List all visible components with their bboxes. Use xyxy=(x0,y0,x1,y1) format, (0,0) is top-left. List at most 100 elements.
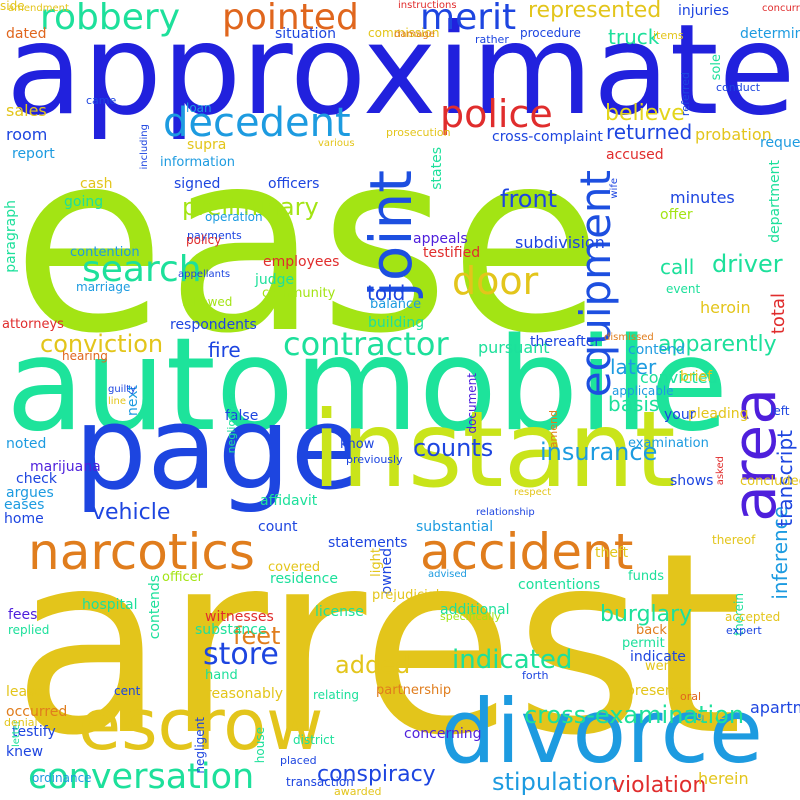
word-states: states xyxy=(429,147,445,190)
word-pointed: pointed xyxy=(222,0,359,38)
word-convicted: convicted xyxy=(640,368,718,387)
word-wife: wife xyxy=(609,178,620,199)
word-back: back xyxy=(636,623,667,638)
word-theft: theft xyxy=(595,545,629,561)
word-hearing: hearing xyxy=(62,349,108,363)
word-marijuana: marijuana xyxy=(30,459,101,475)
word-substantial: substantial xyxy=(416,519,494,535)
word-fees: fees xyxy=(8,607,38,623)
word-covered: covered xyxy=(268,560,321,575)
word-instant: instant xyxy=(312,389,676,511)
word-count: count xyxy=(258,519,298,535)
word-subdivision: subdivision xyxy=(515,233,605,252)
word-items: items xyxy=(653,29,684,42)
word-loan: loan xyxy=(186,101,212,115)
word-cash: cash xyxy=(80,176,113,192)
word-accepted: accepted xyxy=(725,610,781,624)
word-marriage: marriage xyxy=(76,280,131,294)
word-apartment: apartment xyxy=(750,698,800,717)
word-instructions: instructions xyxy=(398,0,457,11)
word-your: your xyxy=(664,407,696,423)
word-testified: testified xyxy=(423,245,481,261)
word-eases: eases xyxy=(4,497,45,513)
word-robbery: robbery xyxy=(40,0,180,38)
word-applicable: applicable xyxy=(612,384,674,398)
word-represented: represented xyxy=(528,0,662,23)
word-partnership: partnership xyxy=(376,683,452,698)
word-placed: placed xyxy=(280,754,317,767)
word-pursuant: pursuant xyxy=(478,338,550,357)
word-automobile: automobile xyxy=(6,311,729,460)
word-check: check xyxy=(16,471,57,487)
word-went: went xyxy=(645,659,677,674)
word-indicated: indicated xyxy=(452,645,573,675)
word-policy: policy xyxy=(186,233,222,247)
word-transaction: transaction xyxy=(286,775,354,789)
word-offer: offer xyxy=(660,207,693,223)
word-prosecution: prosecution xyxy=(386,126,451,139)
word-home: home xyxy=(4,511,44,527)
word-returned: returned xyxy=(606,120,693,144)
word-operation: operation xyxy=(205,210,263,224)
word-ease: ease xyxy=(12,97,604,388)
word-police: police xyxy=(440,92,553,136)
word-joint: joint xyxy=(357,170,425,298)
word-supra: supra xyxy=(187,137,227,153)
word-search: search xyxy=(82,249,202,290)
word-statements: statements xyxy=(328,535,408,551)
word-dated: dated xyxy=(6,26,47,42)
word-building: building xyxy=(368,315,425,331)
word-various: various xyxy=(318,138,355,149)
word-apparently: apparently xyxy=(658,332,777,357)
word-department: department xyxy=(767,160,783,243)
word-gave: gave xyxy=(696,708,726,722)
word-additional: additional xyxy=(440,602,510,618)
word-guilty: guilty xyxy=(108,384,137,395)
word-truck: truck xyxy=(608,25,660,49)
word-injuries: injuries xyxy=(678,3,730,19)
word-approximately: approximately xyxy=(6,0,800,143)
word-event: event xyxy=(666,282,701,296)
word-paragraph: paragraph xyxy=(3,200,19,273)
word-believe: believe xyxy=(605,101,685,126)
word-relationship: relationship xyxy=(476,507,535,518)
word-total: total xyxy=(768,293,789,335)
word-know: know xyxy=(340,437,375,452)
word-relating: relating xyxy=(313,688,360,702)
word-conspiracy: conspiracy xyxy=(317,762,436,787)
word-sales: sales xyxy=(6,101,47,120)
word-told: told xyxy=(367,281,406,305)
word-commission: commission xyxy=(368,26,440,40)
word-later: later xyxy=(610,355,657,379)
word-cross-complaint: cross-complaint xyxy=(492,129,603,145)
word-previously: previously xyxy=(346,453,403,466)
word-contends: contends xyxy=(147,575,163,640)
word-asked: asked xyxy=(715,456,726,486)
word-narcotics: narcotics xyxy=(28,523,255,581)
word-contention: contention xyxy=(70,245,140,260)
word-cross-examination: cross-examination xyxy=(524,701,745,729)
word-affidavit: affidavit xyxy=(260,493,318,509)
word-signed: signed xyxy=(174,176,221,192)
word-expert: expert xyxy=(726,624,762,637)
word-arrest: arrest xyxy=(12,499,743,790)
word-contentions: contentions xyxy=(518,577,601,593)
word-shows: shows xyxy=(670,473,714,489)
word-conviction: conviction xyxy=(40,330,164,358)
word-followed: followed xyxy=(182,295,233,309)
word-counts: counts xyxy=(413,434,494,462)
word-payments: payments xyxy=(187,229,242,242)
word-pleading: pleading xyxy=(688,406,749,422)
word-respect: respect xyxy=(514,487,552,498)
word-call: call xyxy=(660,255,695,279)
word-negligence: negligence xyxy=(225,393,238,454)
word-knew: knew xyxy=(6,744,44,760)
word-hospital: hospital xyxy=(82,597,138,613)
word-cent: cent xyxy=(114,684,141,698)
word-contend: contend xyxy=(628,342,685,358)
word-lease: lease xyxy=(6,684,43,700)
word-added: added xyxy=(335,651,411,679)
word-license: license xyxy=(315,604,364,620)
word-conduct: conduct xyxy=(716,81,761,94)
